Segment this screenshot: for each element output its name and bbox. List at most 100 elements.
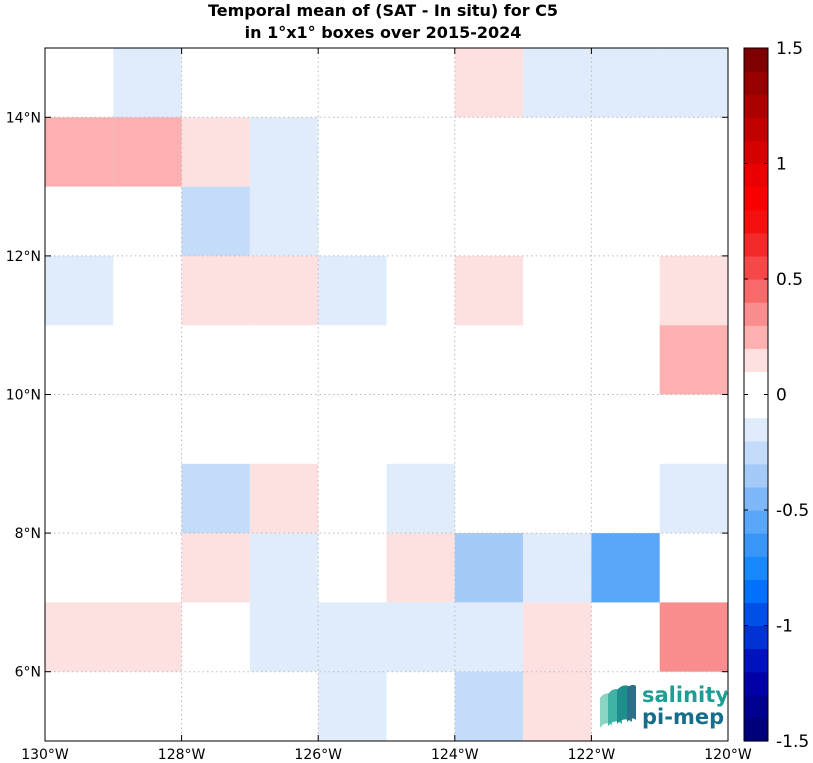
heatmap-cell bbox=[386, 533, 455, 603]
y-tick-label: 12°N bbox=[6, 249, 41, 265]
logo-wave-icon bbox=[600, 684, 636, 728]
heatmap-cell bbox=[249, 463, 319, 534]
heatmap-cell bbox=[454, 671, 524, 741]
heatmap-cell bbox=[454, 533, 524, 603]
colorbar-swatch bbox=[744, 510, 768, 534]
colorbar-swatch bbox=[744, 694, 768, 719]
logo-text-salinity: salinity bbox=[642, 683, 729, 707]
colorbar-swatch bbox=[744, 717, 768, 742]
colorbar-swatch bbox=[744, 556, 768, 580]
heatmap-cell bbox=[45, 255, 114, 326]
y-axis: 6°N 8°N 10°N 12°N 14°N bbox=[6, 110, 728, 681]
colorbar-swatch bbox=[744, 533, 768, 557]
logo-text-pi-mep: pi-mep bbox=[642, 705, 724, 729]
colorbar-swatch bbox=[744, 279, 768, 303]
colorbar-swatch bbox=[744, 71, 768, 95]
colorbar-ticks: 1.5 1 0.5 0 -0.5 -1 -1.5 bbox=[744, 39, 809, 752]
heatmap-cell bbox=[659, 255, 728, 326]
colorbar-swatch bbox=[744, 625, 768, 650]
heatmap-cell bbox=[318, 255, 387, 326]
colorbar-swatch bbox=[744, 163, 768, 188]
heatmap-cell bbox=[523, 48, 592, 118]
colorbar-swatch bbox=[744, 394, 768, 419]
colorbar-swatch bbox=[744, 671, 768, 696]
heatmap-cell bbox=[591, 48, 660, 118]
colorbar-swatches bbox=[744, 48, 768, 742]
heatmap-cell bbox=[591, 533, 660, 603]
title-line-2: in 1°x1° boxes over 2015-2024 bbox=[245, 23, 522, 42]
colorbar-swatch bbox=[744, 209, 768, 234]
colorbar-swatch bbox=[744, 417, 768, 442]
chart-title: Temporal mean of (SAT - In situ) for C5 … bbox=[208, 1, 558, 42]
heatmap-cells bbox=[45, 48, 728, 741]
colorbar-tick-label: 1.5 bbox=[776, 39, 803, 59]
colorbar-swatch bbox=[744, 255, 768, 280]
heatmap-cell bbox=[454, 255, 524, 326]
colorbar-swatch bbox=[744, 648, 768, 673]
salinity-pi-mep-logo: salinity pi-mep bbox=[600, 683, 729, 729]
heatmap-cell bbox=[454, 602, 524, 672]
heatmap-cell bbox=[454, 48, 524, 118]
colorbar-tick-label: -1.5 bbox=[776, 732, 809, 752]
colorbar-tick-label: 1 bbox=[776, 155, 787, 175]
y-tick-label: 10°N bbox=[6, 388, 41, 404]
heatmap-cell bbox=[659, 463, 728, 534]
colorbar-swatch bbox=[744, 48, 768, 72]
y-tick-label: 14°N bbox=[6, 110, 41, 126]
heatmap-cell bbox=[181, 186, 250, 256]
colorbar-swatch bbox=[744, 440, 768, 465]
heatmap-cell bbox=[523, 602, 592, 672]
heatmap-cell bbox=[659, 48, 728, 118]
heatmap-cell bbox=[318, 602, 387, 672]
colorbar-tick-label: -1 bbox=[776, 617, 793, 637]
colorbar-swatch bbox=[744, 302, 768, 326]
heatmap-cell bbox=[45, 117, 114, 187]
heatmap-cell bbox=[386, 602, 455, 672]
colorbar-swatch bbox=[744, 371, 768, 396]
x-tick-label: 128°W bbox=[158, 747, 206, 763]
heatmap-cell bbox=[249, 186, 319, 256]
colorbar-swatch bbox=[744, 232, 768, 257]
heatmap-cell bbox=[249, 255, 319, 326]
heatmap-cell bbox=[249, 602, 319, 672]
x-tick-label: 122°W bbox=[568, 747, 616, 763]
colorbar-swatch bbox=[744, 140, 768, 165]
y-tick-label: 6°N bbox=[15, 665, 41, 681]
colorbar-swatch bbox=[744, 186, 768, 211]
heatmap-cell bbox=[181, 117, 250, 187]
heatmap-cell bbox=[386, 463, 455, 534]
title-line-1: Temporal mean of (SAT - In situ) for C5 bbox=[208, 1, 558, 20]
y-tick-label: 8°N bbox=[15, 526, 41, 542]
heatmap-cell bbox=[523, 671, 592, 741]
x-tick-label: 130°W bbox=[21, 747, 69, 763]
heatmap-cell bbox=[318, 671, 387, 741]
colorbar-tick-label: -0.5 bbox=[776, 501, 809, 521]
x-tick-label: 126°W bbox=[294, 747, 342, 763]
colorbar-swatch bbox=[744, 579, 768, 603]
colorbar-swatch bbox=[744, 348, 768, 372]
colorbar-swatch bbox=[744, 463, 768, 488]
colorbar-swatch bbox=[744, 325, 768, 349]
heatmap-cell bbox=[249, 117, 319, 187]
heatmap-cell bbox=[249, 533, 319, 603]
heatmap-cell bbox=[181, 255, 250, 326]
grid-lines bbox=[45, 48, 728, 741]
heatmap-cell bbox=[659, 602, 728, 672]
heatmap-cell bbox=[181, 533, 250, 603]
colorbar-swatch bbox=[744, 486, 768, 511]
colorbar-swatch bbox=[744, 602, 768, 627]
colorbar-swatch bbox=[744, 117, 768, 141]
heatmap-cell bbox=[181, 463, 250, 534]
colorbar-tick-label: 0 bbox=[776, 386, 787, 406]
x-axis: 130°W 128°W 126°W 124°W 122°W 120°W bbox=[21, 48, 752, 763]
heatmap-cell bbox=[113, 602, 182, 672]
colorbar-tick-label: 0.5 bbox=[776, 270, 803, 290]
colorbar: 1.5 1 0.5 0 -0.5 -1 -1.5 bbox=[743, 39, 809, 752]
heatmap-cell bbox=[45, 602, 114, 672]
x-tick-label: 120°W bbox=[704, 747, 752, 763]
heatmap-cell bbox=[523, 533, 592, 603]
colorbar-swatch bbox=[744, 94, 768, 118]
heatmap-cell bbox=[113, 117, 182, 187]
heatmap-cell bbox=[659, 325, 728, 395]
